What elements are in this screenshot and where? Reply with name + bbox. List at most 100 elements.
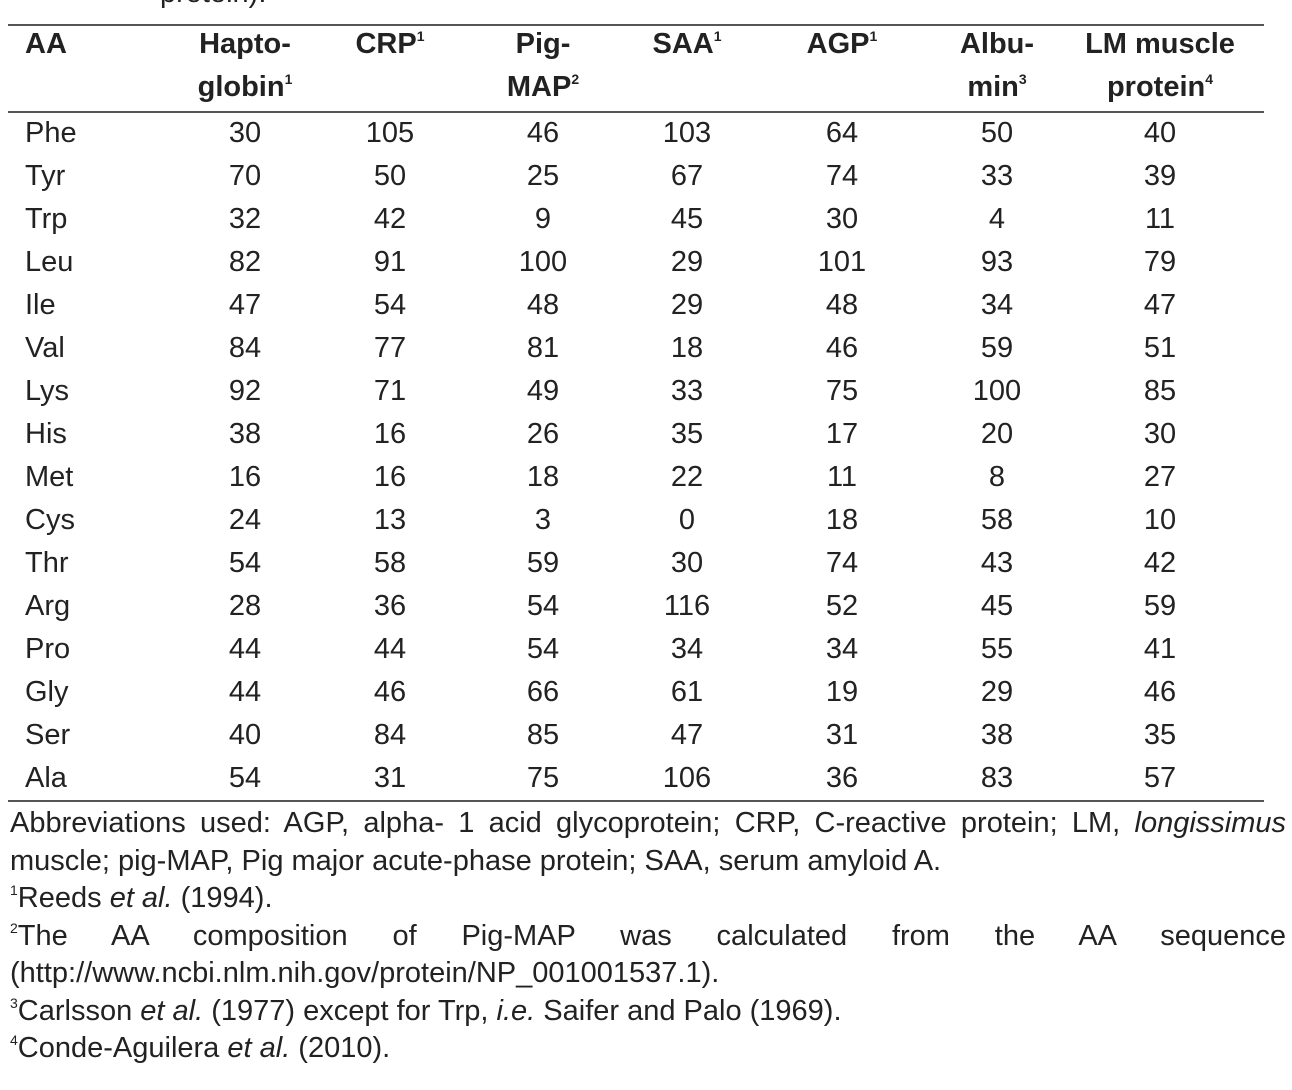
- cell-value: 46: [825, 332, 859, 364]
- cell-value: 64: [825, 117, 859, 149]
- cell-value: 41: [1143, 633, 1177, 665]
- footnote-text: (1994).: [172, 882, 273, 914]
- cell-value: 43: [980, 547, 1014, 579]
- row-label: Phe: [25, 117, 77, 149]
- cell-value: 42: [1143, 547, 1177, 579]
- bottom-rule: [8, 800, 1264, 802]
- cell-value: 44: [373, 633, 407, 665]
- cell-value: 105: [365, 117, 415, 149]
- cell-value: 18: [670, 332, 704, 364]
- header-text: AA: [25, 28, 67, 60]
- cell-value: 91: [373, 246, 407, 278]
- cell-value: 30: [670, 547, 704, 579]
- cell-value: 81: [526, 332, 560, 364]
- row-label: Ala: [25, 762, 67, 794]
- header-text: globin: [197, 71, 285, 103]
- cell-value: 11: [826, 461, 858, 493]
- header-footnote-mark: 1: [284, 71, 293, 87]
- cell-value: 74: [825, 547, 859, 579]
- footnote-text: Saifer and Palo (1969).: [535, 994, 842, 1027]
- cell-value: 54: [228, 762, 262, 794]
- footnotes: Abbreviations used: AGP, alpha- 1 acid g…: [10, 805, 1286, 1068]
- cell-value: 59: [980, 332, 1014, 364]
- caption-fragment: protein).: [160, 0, 266, 8]
- cell-value: 30: [228, 117, 262, 149]
- cell-value: 30: [1143, 418, 1177, 450]
- header-cell: globin1: [145, 66, 345, 109]
- cell-value: 26: [526, 418, 560, 450]
- cell-value: 38: [980, 719, 1014, 751]
- cell-value: 85: [526, 719, 560, 751]
- header-text: Pig-: [515, 28, 571, 60]
- cell-value: 48: [526, 289, 560, 321]
- cell-value: 106: [662, 762, 712, 794]
- cell-value: 100: [518, 246, 568, 278]
- header-cell: Hapto-: [145, 23, 345, 66]
- header-text: protein: [1106, 71, 1206, 103]
- header-cell: protein4: [1060, 66, 1260, 109]
- footnote: 3Carlsson et al. (1977) except for Trp, …: [10, 993, 1286, 1031]
- cell-value: 9: [534, 203, 552, 235]
- cell-value: 50: [373, 160, 407, 192]
- header-text: Hapto-: [199, 28, 291, 60]
- cell-value: 33: [670, 375, 704, 407]
- cell-value: 116: [663, 590, 711, 622]
- cell-value: 22: [670, 461, 704, 493]
- top-rule: [8, 24, 1264, 26]
- row-label: Gly: [25, 676, 69, 708]
- header-footnote-mark: 1: [713, 28, 722, 44]
- cell-value: 79: [1143, 246, 1177, 278]
- header-cell: AA: [25, 23, 67, 66]
- cell-value: 54: [526, 633, 560, 665]
- cell-value: 45: [980, 590, 1014, 622]
- footnote-text: (2010).: [290, 1032, 391, 1064]
- row-label: Lys: [25, 375, 70, 407]
- row-label: Ser: [25, 719, 71, 751]
- header-cell: AGP1: [742, 23, 942, 66]
- cell-value: 46: [526, 117, 560, 149]
- cell-value: 61: [670, 676, 704, 708]
- footnote-mark: 2: [10, 919, 18, 936]
- cell-value: 25: [526, 160, 560, 192]
- cell-value: 46: [373, 676, 407, 708]
- cell-value: 35: [670, 418, 704, 450]
- header-footnote-mark: 1: [869, 28, 878, 44]
- cell-value: 47: [1143, 289, 1177, 321]
- cell-value: 101: [817, 246, 867, 278]
- header-text: MAP: [506, 71, 572, 103]
- cell-value: 17: [825, 418, 859, 450]
- cell-value: 47: [228, 289, 262, 321]
- cell-value: 29: [670, 289, 704, 321]
- row-label: Leu: [25, 246, 74, 278]
- row-label: Pro: [25, 633, 71, 665]
- cell-value: 11: [1144, 203, 1176, 235]
- cell-value: 29: [980, 676, 1014, 708]
- footnote: Abbreviations used: AGP, alpha- 1 acid g…: [10, 805, 1286, 880]
- header-footnote-mark: 3: [1018, 71, 1027, 87]
- footnote-text: The AA composition of Pig-MAP was calcul…: [10, 919, 1286, 990]
- cell-value: 35: [1143, 719, 1177, 751]
- header-cell: MAP2: [443, 66, 643, 109]
- header-cell: CRP1: [290, 23, 490, 66]
- row-label: Cys: [25, 504, 75, 536]
- footnote-emphasis: i.e.: [496, 994, 536, 1027]
- cell-value: 49: [526, 375, 560, 407]
- cell-value: 31: [373, 762, 407, 794]
- footnote-text: Reeds: [17, 882, 110, 914]
- footnote-text: Conde-Aguilera: [17, 1032, 228, 1064]
- cell-value: 34: [980, 289, 1014, 321]
- cell-value: 50: [980, 117, 1014, 149]
- cell-value: 58: [373, 547, 407, 579]
- row-label: Val: [25, 332, 65, 364]
- cell-value: 30: [825, 203, 859, 235]
- cell-value: 70: [228, 160, 262, 192]
- cell-value: 51: [1143, 332, 1177, 364]
- cell-value: 36: [373, 590, 407, 622]
- footnote-emphasis: longissimus: [1134, 807, 1287, 839]
- cell-value: 16: [373, 418, 407, 450]
- cell-value: 57: [1143, 762, 1177, 794]
- row-label: His: [25, 418, 67, 450]
- header-text: LM muscle: [1085, 28, 1235, 60]
- footnote: 4Conde-Aguilera et al. (2010).: [10, 1030, 1286, 1068]
